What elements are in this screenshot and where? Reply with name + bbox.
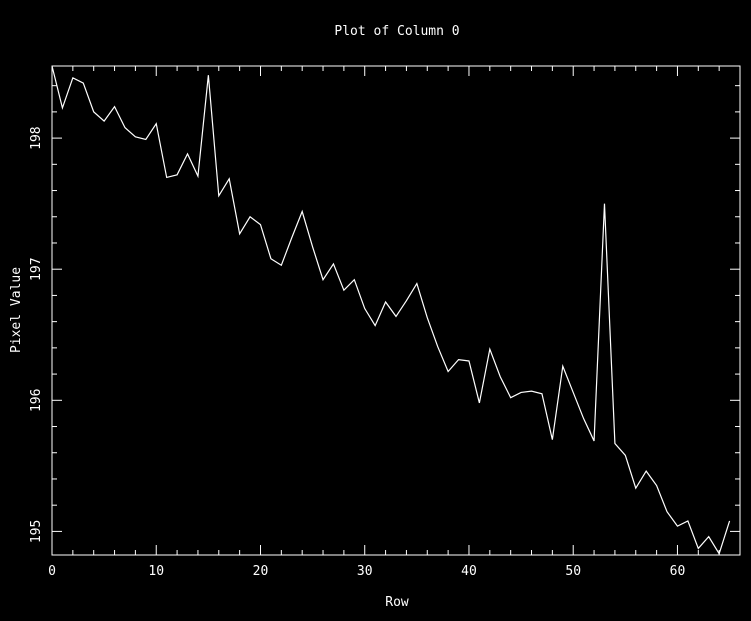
y-axis: 195 196 197 198	[29, 85, 740, 543]
x-tick-label: 20	[253, 564, 269, 579]
plot-frame	[51, 65, 741, 556]
y-tick-label: 197	[29, 257, 44, 280]
x-axis: 0 10 20 30 40 50 60	[48, 66, 741, 579]
y-tick-label: 196	[29, 389, 44, 412]
y-tick-label: 198	[29, 126, 44, 149]
y-tick-label: 195	[29, 520, 44, 543]
x-tick-label: 50	[565, 564, 581, 579]
chart-title: Plot of Column 0	[334, 24, 459, 39]
x-tick-label: 30	[357, 564, 373, 579]
x-tick-label: 40	[461, 564, 477, 579]
x-tick-label: 10	[148, 564, 164, 579]
y-axis-label: Pixel Value	[9, 267, 24, 353]
x-tick-label: 60	[670, 564, 686, 579]
x-tick-label: 0	[48, 564, 56, 579]
series-line	[51, 65, 731, 556]
x-axis-label: Row	[385, 595, 409, 610]
data-series	[51, 65, 731, 556]
